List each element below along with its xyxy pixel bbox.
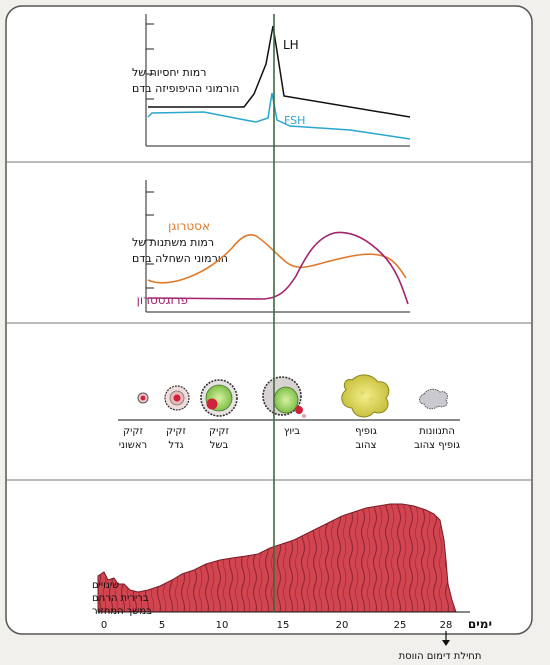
corpus-luteum-icon [341, 374, 390, 418]
uterus-label: שינויים [92, 580, 119, 591]
tick-label: 28 [440, 620, 453, 631]
tick-label: 10 [216, 620, 229, 631]
stage-label-primary: ראשוני [119, 440, 147, 451]
stage-label-mature: זקיק [209, 426, 229, 437]
tick-label: 15 [277, 620, 290, 631]
fsh-curve [147, 92, 411, 140]
stage-label-degeneration: התנוונות [419, 426, 455, 437]
progesterone-curve [147, 231, 409, 305]
diagram-frame [5, 5, 533, 635]
ovulation-icon [262, 376, 306, 418]
day-axis-ticks: 0 5 10 15 20 25 28 [101, 620, 453, 631]
lh-label: LH [283, 38, 299, 52]
stage-label-corpus-luteum: צהוב [356, 440, 377, 451]
y-axis-ticks [146, 23, 154, 100]
estrogen-label: אסטרוגן [168, 219, 210, 233]
stage-label-degeneration: גופיף צהוב [414, 440, 460, 451]
days-unit-label: ימים [468, 617, 492, 631]
fsh-label: FSH [284, 114, 305, 127]
uterus-label: ברירית הרחם [92, 593, 149, 604]
tick-label: 5 [159, 620, 165, 631]
pituitary-label: רמות יחסיות של [132, 66, 206, 79]
down-arrow-icon [442, 631, 450, 646]
tick-label: 20 [336, 620, 349, 631]
degenerating-corpus-luteum-icon [419, 388, 449, 410]
ovarian-label: הורמוני השחלה בדם [132, 252, 228, 265]
follicle-panel: זקיק ראשוני זקיק גדל זקיק בשל ביוץ גופיף… [118, 374, 460, 451]
progesterone-label: פרוגסטרון [137, 293, 188, 307]
mature-follicle-icon [200, 379, 238, 417]
stage-label-ovulation: ביוץ [284, 426, 300, 437]
stage-label-primary: זקיק [123, 426, 143, 437]
stage-label-corpus-luteum: גופיף [355, 426, 377, 437]
tick-label: 0 [101, 620, 107, 631]
uterine-lining-shape [97, 503, 457, 613]
stage-label-growing: זקיק [166, 426, 186, 437]
uterus-panel: שינויים ברירית הרחם במשך המחזור 0 5 10 1… [92, 503, 492, 662]
uterus-label: במשך המחזור [92, 606, 152, 617]
estrogen-curve [147, 233, 407, 284]
ovarian-label: רמות משתנות של [132, 236, 214, 249]
lh-curve [148, 25, 411, 118]
pituitary-hormone-panel: רמות יחסיות של הורמוני ההיפופיזה בדם LH … [132, 14, 411, 147]
tick-label: 25 [394, 620, 407, 631]
menstruation-note: תחילת דימום הווסת [399, 651, 482, 662]
pituitary-label: הורמוני ההיפופיזה בדם [132, 82, 239, 95]
growing-follicle-icon [164, 385, 190, 411]
y-axis-ticks [146, 191, 154, 289]
stage-label-mature: בשל [210, 440, 229, 451]
primary-follicle-icon [137, 392, 149, 404]
stage-label-growing: גדל [168, 440, 183, 451]
ovarian-hormone-panel: רמות משתנות של הורמוני השחלה בדם אסטרוגן… [132, 180, 410, 313]
